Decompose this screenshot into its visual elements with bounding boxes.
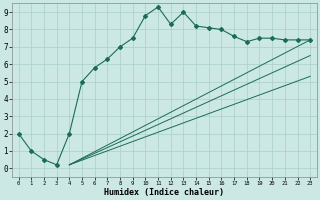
X-axis label: Humidex (Indice chaleur): Humidex (Indice chaleur) xyxy=(104,188,224,197)
